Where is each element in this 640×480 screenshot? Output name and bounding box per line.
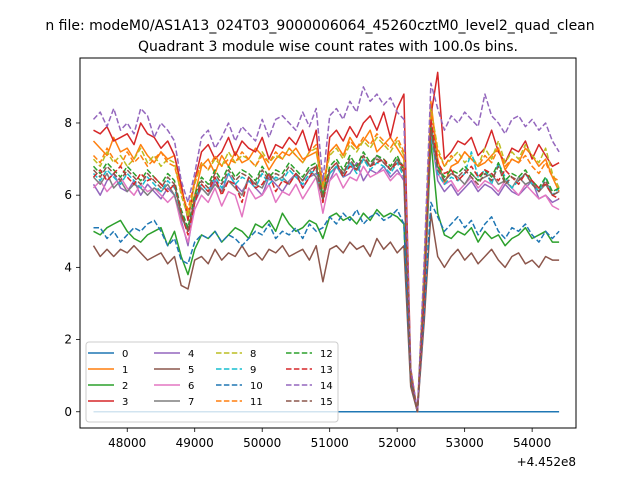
legend-label-13: 13 [320, 365, 333, 376]
x-tick-label: 54000 [513, 436, 551, 450]
legend-label-8: 8 [250, 349, 256, 360]
x-tick-label: 52000 [378, 436, 416, 450]
legend-frame [85, 341, 339, 423]
series-line-12 [92, 125, 560, 413]
legend-label-7: 7 [188, 397, 194, 408]
series-line-6 [92, 122, 560, 413]
axes-frame [79, 57, 577, 429]
legend-label-3: 3 [122, 397, 128, 408]
series-line-5 [92, 212, 560, 413]
legend-label-1: 1 [122, 365, 128, 376]
legend-label-10: 10 [250, 381, 263, 392]
legend-label-15: 15 [320, 397, 333, 408]
y-tick-label: 2 [64, 333, 72, 347]
legend-label-14: 14 [320, 381, 333, 392]
x-tick-label: 48000 [108, 436, 146, 450]
legend-label-2: 2 [122, 381, 128, 392]
figure-suptitle: n file: modeM0/AS1A13_024T03_9000006064_… [45, 18, 594, 34]
x-tick-label: 50000 [243, 436, 281, 450]
legend-label-0: 0 [122, 349, 128, 360]
x-axis-offset-label: +4.452e8 [517, 455, 576, 469]
x-tick-label: 53000 [446, 436, 484, 450]
series-line-10 [93, 201, 560, 413]
x-tick-label: 49000 [176, 436, 214, 450]
y-tick-label: 8 [64, 116, 72, 130]
y-axis-ticks: 0 2 4 6 8 [64, 116, 80, 419]
y-tick-label: 6 [64, 188, 72, 202]
chart-title: Quadrant 3 module wise count rates with … [138, 39, 518, 55]
legend-label-6: 6 [188, 381, 194, 392]
series-layer [92, 71, 560, 413]
x-axis-ticks: 48000 49000 50000 51000 52000 53000 54000 [108, 428, 551, 450]
legend-label-12: 12 [320, 349, 333, 360]
series-line-8 [92, 107, 560, 413]
series-line-2 [93, 140, 560, 413]
y-tick-label: 0 [64, 405, 72, 419]
series-line-11 [92, 111, 560, 413]
legend-label-11: 11 [250, 397, 263, 408]
legend-label-4: 4 [188, 349, 194, 360]
y-tick-label: 4 [64, 260, 72, 274]
x-tick-label: 51000 [311, 436, 349, 450]
series-line-15 [92, 129, 560, 413]
legend-label-5: 5 [188, 365, 194, 376]
legend-label-9: 9 [250, 365, 256, 376]
